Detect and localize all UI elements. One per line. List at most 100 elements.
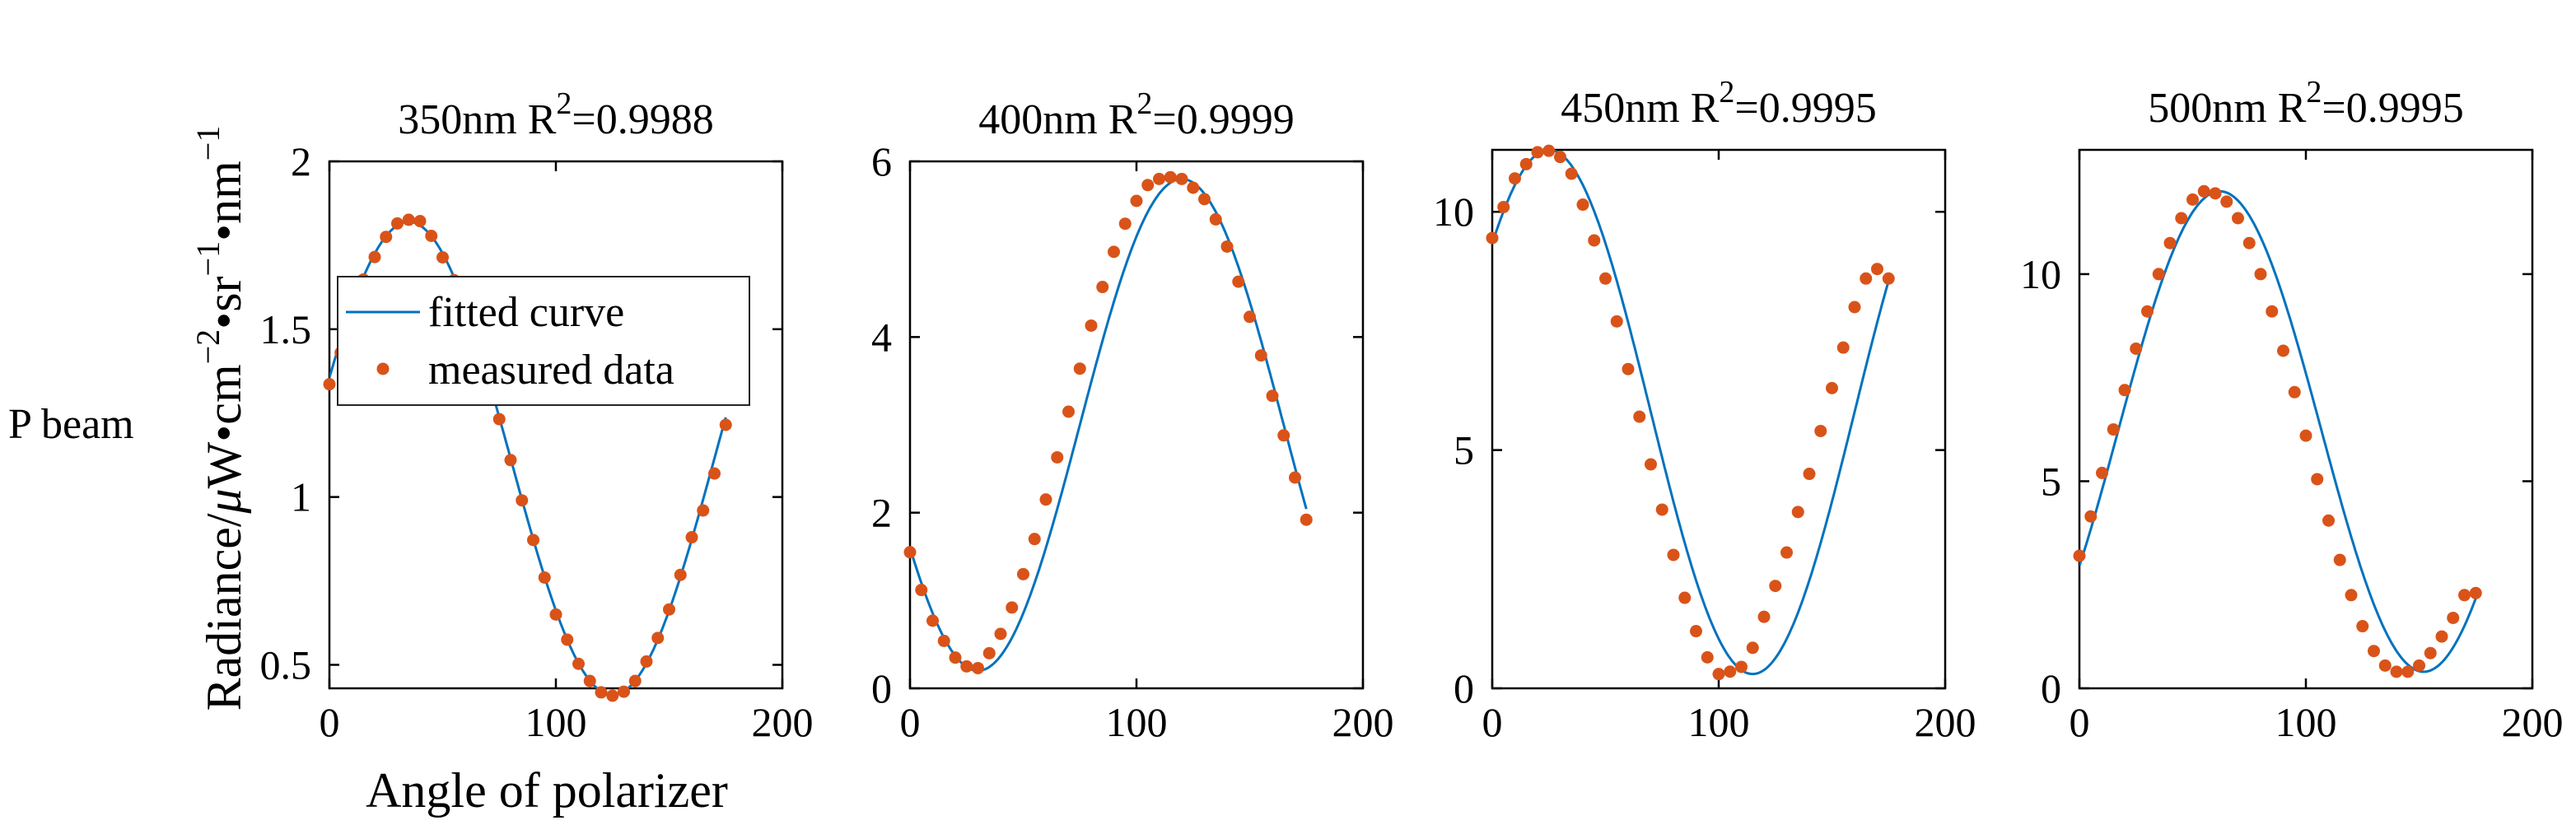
measured-point [2073,549,2086,562]
measured-point [972,661,984,674]
measured-point [1198,193,1211,206]
y-tick-label: 1 [291,474,311,520]
panel-title-main: 350nm R [398,96,556,143]
y-tick-label: 6 [871,138,892,184]
panel-title-main: 500nm R [2148,85,2306,132]
measured-point [1209,212,1222,226]
measured-point [583,674,596,688]
y-tick-label: 5 [2041,458,2061,504]
panel-title-value: =0.9995 [1734,85,1876,132]
measured-point [1848,301,1861,314]
measured-point [413,215,427,228]
measured-point [516,494,529,507]
measured-point [1735,660,1748,674]
measured-point [1141,179,1155,192]
y-tick-label: 0 [871,665,892,711]
measured-point [915,584,928,597]
measured-point [1062,405,1075,418]
measured-point [2186,193,2199,206]
y-label-w: W [197,441,251,488]
measured-point [1610,315,1623,328]
measured-point [1576,198,1589,212]
measured-point [1678,591,1692,604]
x-tick-label: 0 [900,699,921,745]
measured-point [2163,236,2177,249]
measured-point [436,251,449,264]
measured-point [2458,589,2471,602]
measured-point [1300,513,1313,526]
x-tick-label: 100 [525,699,587,745]
measured-point [1622,362,1635,375]
panel-title: 350nm R2=0.9988 [398,86,713,143]
y-label-bullet-3: • [197,224,251,241]
panel-title: 450nm R2=0.9995 [1561,75,1876,132]
x-tick-label: 0 [1482,699,1503,745]
measured-point [2096,466,2108,479]
measured-point [1085,319,1098,332]
panel-title-sup: 2 [1136,86,1152,121]
measured-point [595,686,608,699]
measured-point [1836,341,1850,354]
panel-title-sup: 2 [2306,75,2322,110]
measured-point [2175,212,2188,225]
y-label-bullet-1: • [197,425,251,442]
measured-point [2356,620,2369,633]
measured-point [1803,468,1816,481]
y-label-nm-exp: −1 [189,126,226,161]
measured-point [1588,234,1601,247]
measured-point [1565,167,1578,180]
y-axis-label: Radiance/μW•cm−2•sr−1•nm−1 [189,126,251,711]
measured-point [685,531,698,544]
measured-point [2084,510,2098,523]
y-label-nm: nm [197,161,251,224]
x-tick-label: 200 [1332,699,1394,745]
x-tick-label: 0 [320,699,340,745]
measured-point [1187,181,1200,194]
y-tick-label: 10 [2020,251,2061,297]
measured-point [2242,236,2256,249]
measured-point [982,646,996,660]
measured-point [2390,665,2403,678]
measured-point [1780,546,1793,559]
measured-point [708,467,721,480]
x-axis-label: Angle of polarizer [366,763,728,818]
y-tick-label: 0.5 [260,641,312,688]
measured-point [2266,305,2279,318]
measured-point [1486,231,1499,245]
measured-point [1277,429,1290,442]
y-label-cm-exp: −2 [189,329,226,365]
measured-point [1118,217,1132,231]
panel-4: 0 100 200 0 5 10 500nm R2=0.9995 [2020,75,2564,745]
measured-point [1667,548,1680,562]
panel-title-sup: 2 [1719,75,1734,110]
measured-point [2152,268,2165,281]
panel-title-value: =0.9999 [1152,96,1294,143]
panel-3: 0 100 200 0 5 10 450nm R2=0.9995 [1433,75,1976,745]
measured-point [2368,645,2380,658]
measured-point [674,568,687,581]
y-label-prefix: Radiance/ [197,513,251,711]
measured-point [2345,589,2358,602]
measured-point [2118,384,2131,397]
y-label-mu: μ [197,488,251,514]
x-tick-label: 0 [2070,699,2090,745]
measured-point [2322,514,2335,527]
row-label: P beam [8,401,134,448]
measured-point [1220,240,1234,253]
legend-label-measured: measured data [428,347,674,394]
measured-point [504,454,517,467]
measured-point [1599,272,1612,285]
measured-point [937,634,950,647]
measured-point [1289,471,1301,484]
measured-point [492,413,506,426]
x-tick-label: 100 [2275,699,2337,745]
measured-point [1509,172,1521,185]
y-tick-label: 2 [871,490,892,536]
measured-point [1655,503,1668,516]
measured-point [2232,212,2244,225]
x-tick-label: 100 [1106,699,1168,745]
measured-point [994,627,1007,641]
